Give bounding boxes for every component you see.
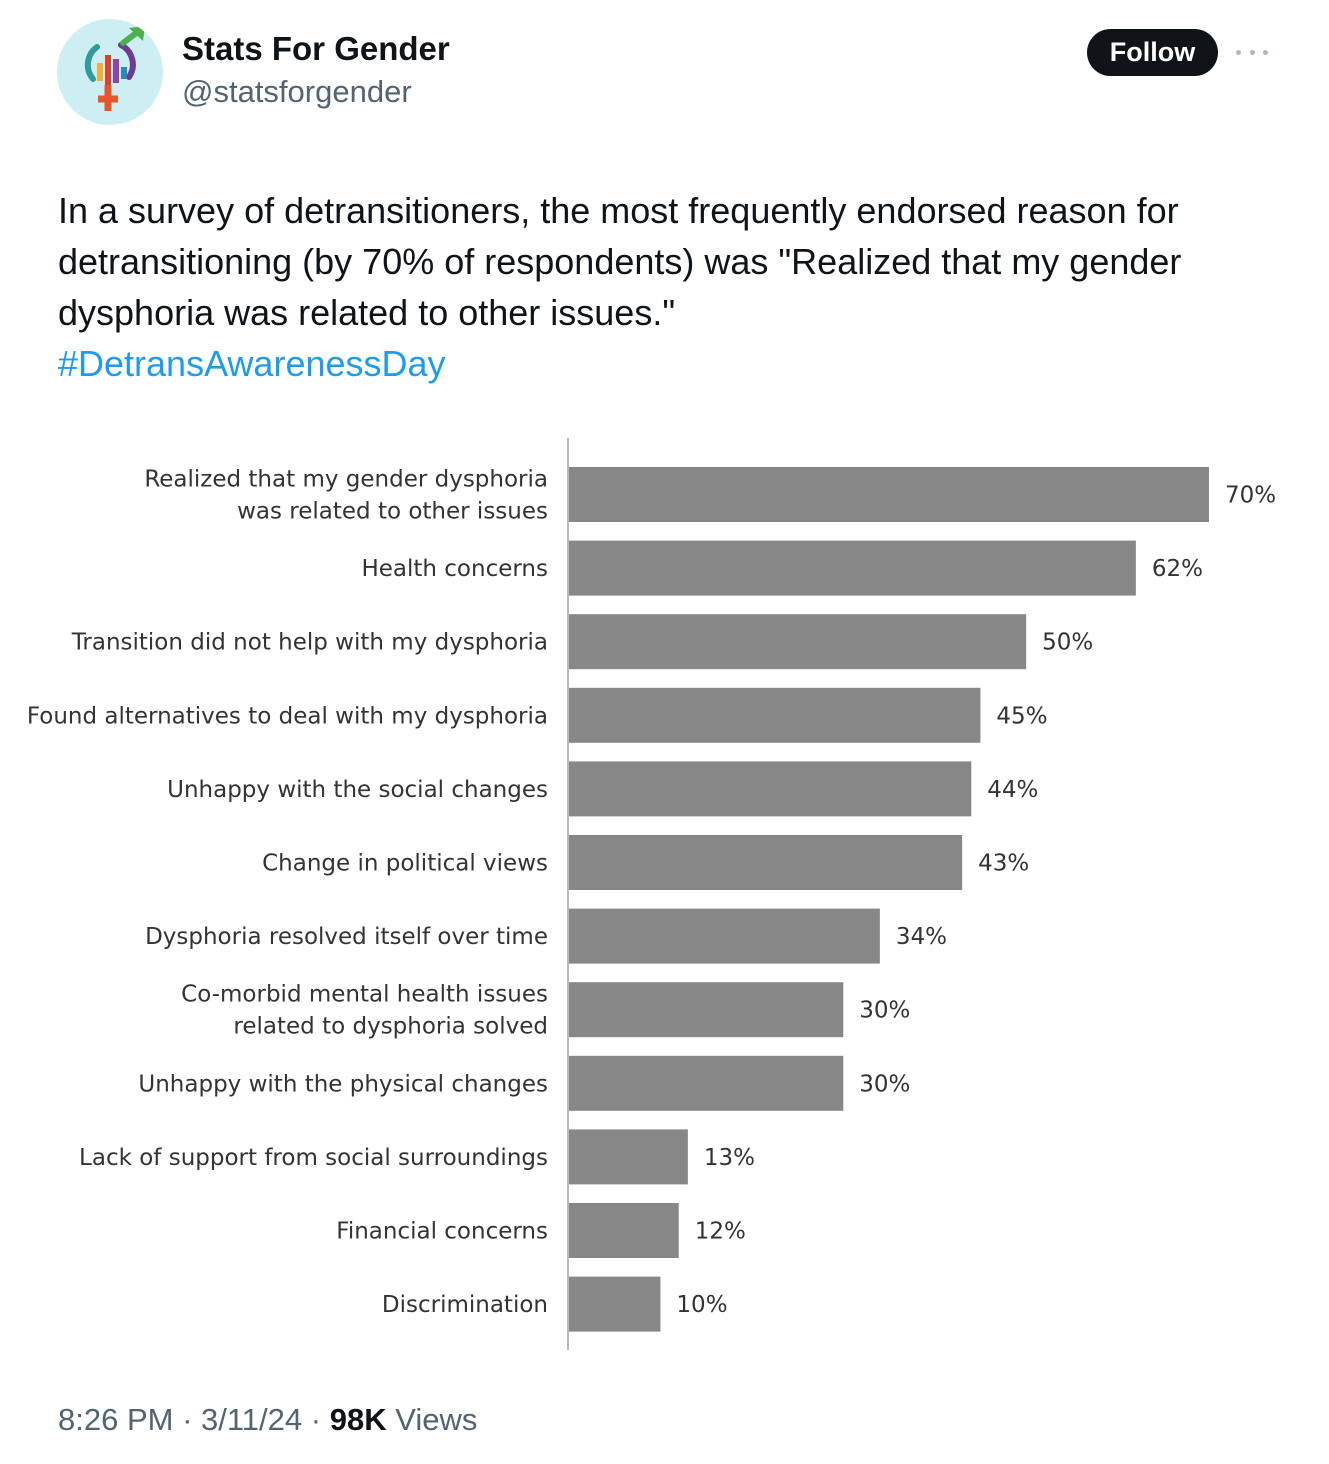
value-label: 34% bbox=[896, 924, 947, 950]
bar bbox=[569, 540, 1136, 596]
avatar[interactable] bbox=[57, 19, 163, 125]
more-horizontal-icon[interactable] bbox=[1236, 39, 1268, 65]
bar-chart-image[interactable]: 70% Realized that my gender dysphoria was … bbox=[0, 430, 1329, 1360]
category-label: Unhappy with the social changes bbox=[167, 777, 548, 803]
category-label: Found alternatives to deal with my dysph… bbox=[27, 703, 548, 729]
category-label: Dysphoria resolved itself over time bbox=[145, 924, 548, 950]
bar bbox=[569, 687, 981, 743]
value-label: 10% bbox=[676, 1292, 727, 1318]
views-count: 98K bbox=[329, 1402, 387, 1437]
category-label: Health concerns bbox=[361, 556, 548, 582]
category-label: Lack of support from social surroundings bbox=[79, 1145, 548, 1171]
meta-separator: · bbox=[302, 1402, 330, 1437]
category-label: Co-morbid mental health issues bbox=[181, 982, 548, 1008]
more-dot bbox=[1249, 49, 1255, 55]
category-label: Change in political views bbox=[262, 851, 548, 877]
category-label: Transition did not help with my dysphori… bbox=[71, 630, 548, 656]
bar bbox=[569, 1203, 679, 1258]
gender-symbols-bar-chart-logo-icon bbox=[84, 26, 145, 111]
bar bbox=[569, 908, 880, 964]
category-label: was related to other issues bbox=[237, 499, 548, 525]
value-label: 50% bbox=[1042, 630, 1093, 656]
bar bbox=[569, 1129, 688, 1185]
tweet-body: In a survey of detransitioners, the most… bbox=[58, 190, 1182, 333]
value-label: 44% bbox=[987, 777, 1038, 803]
tweet-meta: 8:26 PM · 3/11/24 · 98K Views bbox=[58, 1402, 477, 1438]
value-label: 30% bbox=[859, 1071, 910, 1097]
bar bbox=[569, 1276, 661, 1332]
category-label: Unhappy with the physical changes bbox=[138, 1071, 548, 1097]
bar bbox=[569, 982, 844, 1038]
tweet-date[interactable]: 3/11/24 bbox=[201, 1402, 303, 1437]
category-label: Discrimination bbox=[382, 1292, 548, 1318]
display-name[interactable]: Stats For Gender bbox=[182, 30, 450, 67]
category-label: related to dysphoria solved bbox=[233, 1014, 548, 1040]
category-label: Financial concerns bbox=[336, 1219, 548, 1245]
category-label: Realized that my gender dysphoria bbox=[144, 467, 548, 493]
value-label: 12% bbox=[695, 1219, 746, 1245]
bar-chart: 70% Realized that my gender dysphoria was … bbox=[27, 438, 1276, 1350]
bar bbox=[569, 761, 972, 817]
meta-separator: · bbox=[173, 1402, 202, 1437]
tweet-time[interactable]: 8:26 PM bbox=[58, 1402, 174, 1437]
value-label: 13% bbox=[704, 1145, 755, 1171]
value-label: 45% bbox=[996, 703, 1047, 729]
more-dot bbox=[1263, 49, 1268, 55]
hashtag-link[interactable]: #DetransAwarenessDay bbox=[58, 343, 446, 384]
bar bbox=[569, 835, 963, 890]
tweet-text: In a survey of detransitioners, the most… bbox=[58, 185, 1288, 389]
value-label: 62% bbox=[1152, 556, 1203, 582]
value-label: 30% bbox=[859, 998, 910, 1024]
value-label: 43% bbox=[978, 851, 1029, 877]
bar bbox=[569, 467, 1209, 522]
bar bbox=[569, 1055, 844, 1111]
more-dot bbox=[1236, 49, 1241, 55]
value-label: 70% bbox=[1225, 483, 1276, 509]
views-label: Views bbox=[395, 1402, 478, 1437]
follow-button[interactable]: Follow bbox=[1087, 29, 1218, 76]
user-handle[interactable]: @statsforgender bbox=[182, 74, 412, 109]
bar bbox=[569, 614, 1027, 670]
